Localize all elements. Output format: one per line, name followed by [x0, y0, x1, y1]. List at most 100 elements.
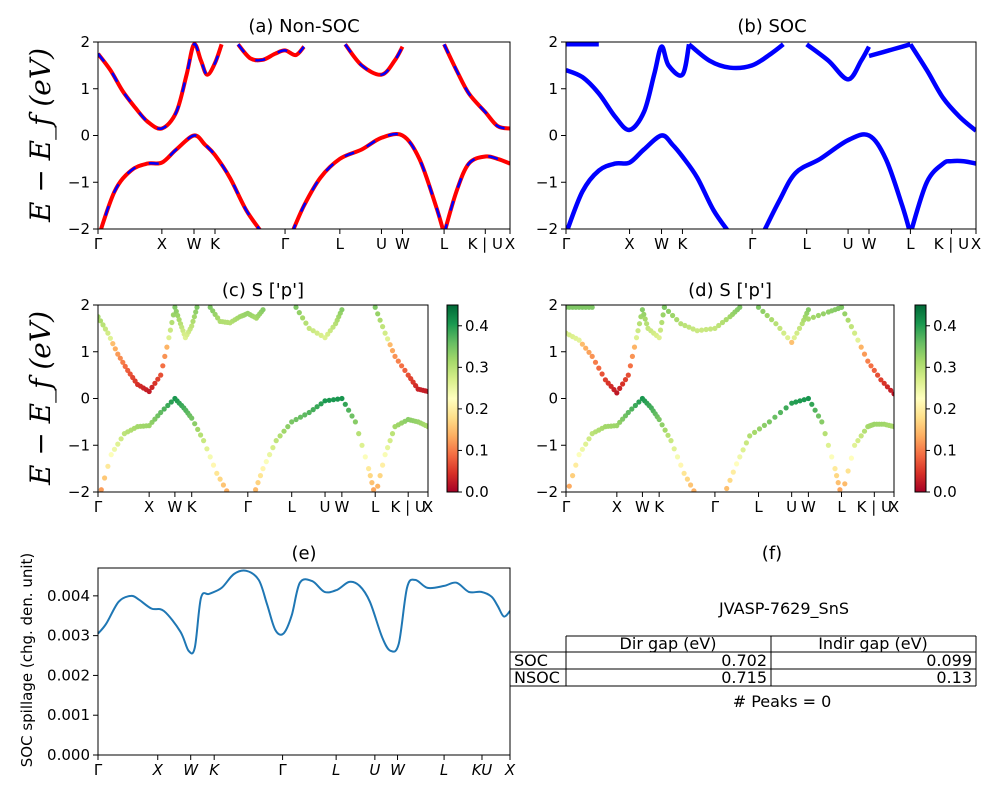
band-point [146, 388, 152, 395]
material-name: JVASP-7629_SnS [718, 599, 849, 619]
band-point [339, 307, 345, 313]
band-point [100, 322, 106, 328]
band-point [314, 404, 320, 410]
band-point [289, 419, 295, 425]
band-point [117, 355, 123, 361]
panel-c-xtick-label: K | U [390, 498, 425, 516]
band-point [865, 358, 871, 364]
band-point [707, 326, 714, 332]
band-point [194, 305, 200, 310]
band-point [98, 487, 104, 492]
band-point [852, 330, 858, 336]
band-point [579, 341, 586, 347]
band-point [189, 415, 195, 421]
band-point [322, 398, 328, 404]
table-row-soc-label: SOC [514, 651, 548, 670]
band-point [566, 483, 572, 489]
band-point [678, 462, 684, 468]
table-header-dir: Dir gap (eV) [620, 634, 717, 653]
table-row-soc-dir: 0.702 [721, 651, 767, 670]
band-point [395, 358, 401, 364]
table-row-soc-indir: 0.099 [926, 651, 972, 670]
band-point [842, 481, 848, 487]
band-point [740, 447, 746, 453]
panel-c-ytick-label: 1 [80, 343, 90, 361]
panel-c-frame [97, 304, 429, 493]
band-point [633, 335, 640, 341]
panel-d-xtick-label: X [889, 498, 899, 516]
band-point [724, 485, 730, 492]
band-point [656, 416, 662, 423]
band-point [118, 436, 124, 442]
band-point [377, 473, 383, 479]
band-point [825, 442, 832, 448]
band-point [629, 353, 636, 359]
panel-d-ytick-label: −2 [536, 483, 558, 501]
band-point [162, 353, 168, 359]
band-point [214, 470, 220, 476]
band-point [871, 367, 877, 373]
band-point [838, 305, 845, 310]
band-point [120, 359, 126, 365]
band-point [297, 414, 304, 420]
panel-e-xtick-label: L [332, 761, 340, 779]
band-point [169, 319, 175, 326]
band-line-blue [805, 42, 871, 82]
band-point [772, 414, 778, 420]
band-point [842, 311, 848, 317]
band-point [639, 307, 646, 313]
band-point [387, 342, 393, 348]
band-point [632, 402, 639, 409]
band-point [820, 311, 827, 317]
panel-e-ytick-label: 0.003 [47, 627, 90, 645]
band-point [322, 335, 328, 341]
colorbar-c-tick-label: 0.2 [465, 400, 489, 418]
band-point [260, 466, 266, 472]
band-point [660, 312, 666, 318]
panel-b-ytick-label: 0 [548, 127, 558, 145]
band-point [684, 476, 691, 482]
panel-b-ytick-label: 1 [548, 80, 558, 98]
band-point [620, 381, 626, 387]
band-point [583, 345, 589, 351]
band-point [302, 412, 308, 418]
band-point [891, 391, 894, 397]
band-point [642, 316, 648, 322]
band-point [175, 312, 181, 319]
panel-b-xtick-label: L [906, 235, 915, 253]
band-point [335, 396, 341, 402]
band-point [589, 305, 595, 310]
colorbar-d-tick-label: 0.3 [933, 358, 957, 376]
band-line-red [443, 154, 510, 229]
band-line-blue-dashed [98, 42, 223, 131]
panel-d-xtick-label: L [754, 498, 763, 516]
panel-b-xtick-label: K | U [934, 235, 969, 253]
panel-c-xtick-label: X [423, 498, 433, 516]
band-point [888, 387, 894, 393]
band-point [152, 380, 158, 386]
band-point [629, 406, 635, 412]
band-point [367, 473, 373, 479]
band-point [267, 452, 273, 458]
band-point [641, 311, 647, 317]
band-point [852, 442, 858, 448]
band-point [168, 399, 174, 405]
panel-b-xtick-label: L [802, 235, 811, 253]
band-line-blue-dashed [344, 43, 404, 76]
band-point [195, 426, 201, 432]
band-point [656, 335, 662, 341]
panel-d-title: (d) S ['p'] [688, 280, 772, 301]
band-point [98, 314, 101, 320]
band-point [204, 446, 210, 452]
band-point [122, 363, 128, 369]
band-point [385, 336, 391, 342]
band-point [834, 473, 840, 479]
colorbar-c-tick-label: 0.1 [465, 441, 489, 459]
band-point [791, 335, 797, 341]
band-point [172, 305, 178, 310]
panel-b-xtick-label: U [843, 235, 854, 253]
band-point [281, 428, 287, 434]
band-point [173, 308, 179, 314]
band-point [115, 441, 121, 447]
table-row-nsoc-dir: 0.715 [721, 668, 767, 687]
